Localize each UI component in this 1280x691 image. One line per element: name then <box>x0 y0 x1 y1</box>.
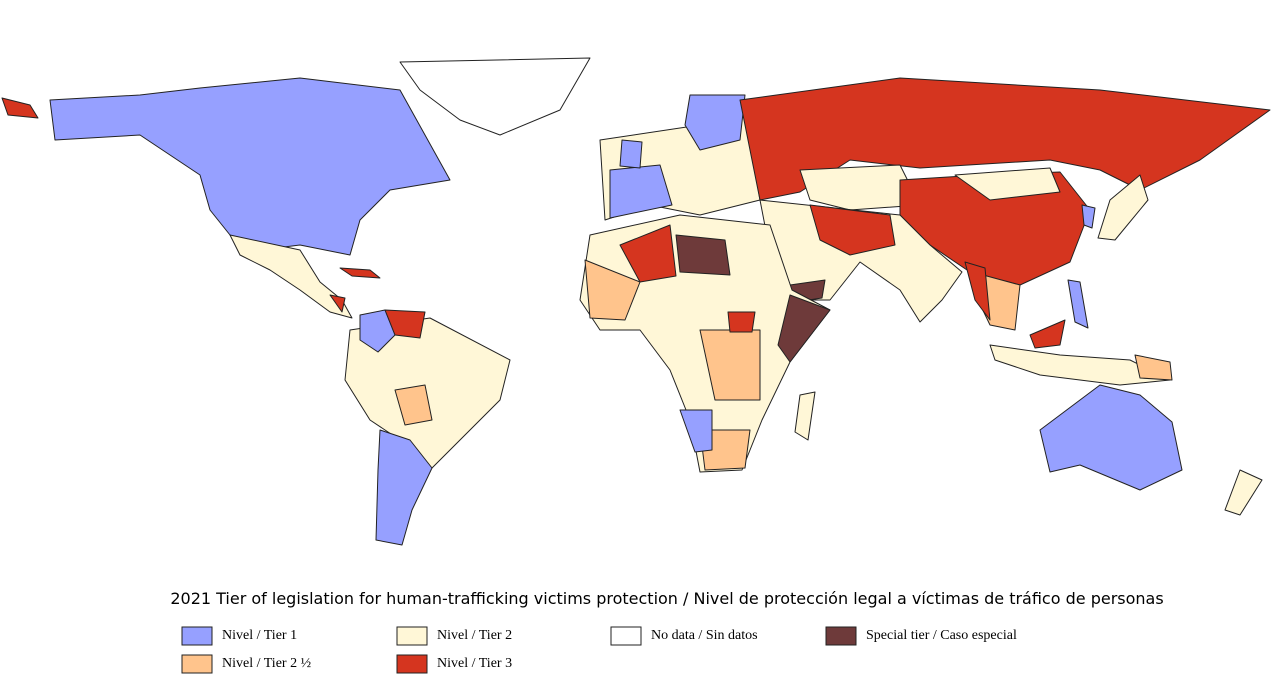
libya <box>675 234 731 276</box>
legend-label: Nivel / Tier 2 ½ <box>222 656 311 671</box>
indonesia <box>989 344 1171 386</box>
japan <box>1097 174 1149 241</box>
canada-usa <box>49 77 451 256</box>
world-map <box>1 57 1271 546</box>
legend-label: Nivel / Tier 2 <box>437 628 512 643</box>
legend-label: Nivel / Tier 3 <box>437 656 512 671</box>
iran-afghanistan <box>809 204 896 256</box>
southern-cone <box>375 429 433 546</box>
legend-swatch <box>610 626 642 646</box>
south-sudan <box>727 311 756 333</box>
malaysia <box>1029 319 1066 349</box>
map-title: 2021 Tier of legislation for human-traff… <box>170 589 1163 608</box>
russia <box>739 77 1271 201</box>
colombia <box>359 309 396 353</box>
horn-of-africa <box>777 294 831 363</box>
papua-new-guinea <box>1134 354 1173 381</box>
alaska-tip <box>1 97 39 119</box>
legend-swatch <box>396 626 428 646</box>
legend-label: Nivel / Tier 1 <box>222 628 297 643</box>
madagascar <box>794 391 816 441</box>
namibia <box>679 409 713 453</box>
greenland <box>399 57 591 136</box>
nicaragua <box>329 294 346 313</box>
scandinavia <box>684 94 746 151</box>
bolivia <box>394 384 433 426</box>
legend-label: No data / Sin datos <box>651 628 758 643</box>
legend-swatch <box>181 654 213 674</box>
australia <box>1039 384 1183 491</box>
korea <box>1081 204 1096 229</box>
cuba <box>339 267 381 279</box>
western-europe <box>609 164 673 219</box>
legend-label: Special tier / Caso especial <box>866 628 1017 643</box>
uk <box>619 139 643 169</box>
new-zealand <box>1224 469 1263 516</box>
algeria <box>619 224 677 283</box>
mongolia <box>954 167 1061 201</box>
mexico-central-america <box>229 234 353 319</box>
west-africa <box>584 259 641 321</box>
kazakhstan <box>799 164 921 211</box>
legend-swatch <box>396 654 428 674</box>
legend: Nivel / Tier 1 Nivel / Tier 2 No data / Si… <box>181 626 1017 674</box>
myanmar <box>964 261 991 321</box>
south-america <box>344 317 511 471</box>
philippines <box>1067 279 1089 329</box>
venezuela <box>384 309 426 339</box>
legend-swatch <box>181 626 213 646</box>
legend-swatch <box>825 626 857 646</box>
